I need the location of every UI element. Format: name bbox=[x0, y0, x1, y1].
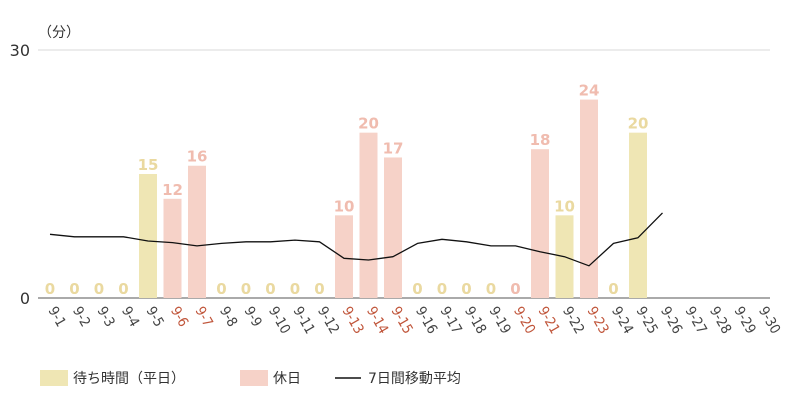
bar bbox=[384, 157, 402, 298]
value-label: 0 bbox=[69, 280, 79, 298]
y-tick-label: 0 bbox=[20, 289, 30, 308]
x-tick-label: 9-14 bbox=[363, 304, 391, 337]
value-label: 0 bbox=[510, 280, 520, 298]
x-tick-label: 9-25 bbox=[633, 304, 661, 337]
value-label: 20 bbox=[358, 115, 379, 133]
x-axis-ticks: 9-1 9-2 9-3 9-4 9-5 9-6 9-7 9-8 9-9 9-109-119-129… bbox=[45, 304, 784, 337]
y-tick-label: 30 bbox=[10, 41, 30, 60]
x-tick-label: 9-27 bbox=[682, 304, 710, 337]
x-tick-label: 9-17 bbox=[437, 304, 465, 337]
legend: 待ち時間（平日） 休日 7日間移動平均 bbox=[40, 370, 461, 387]
y-unit-label: （分） bbox=[38, 25, 80, 41]
value-label: 16 bbox=[187, 148, 208, 166]
bar bbox=[531, 149, 549, 298]
value-label: 12 bbox=[162, 181, 183, 199]
x-tick-label: 9-26 bbox=[657, 304, 685, 337]
x-tick-label: 9-21 bbox=[535, 304, 563, 337]
x-tick-label: 9-19 bbox=[486, 304, 514, 337]
x-tick-label: 9-5 bbox=[143, 304, 167, 330]
bar bbox=[335, 215, 353, 298]
x-tick-label: 9-6 bbox=[167, 304, 191, 330]
value-label: 0 bbox=[608, 280, 618, 298]
value-label: 0 bbox=[486, 280, 496, 298]
x-tick-label: 9-18 bbox=[461, 304, 489, 337]
legend-swatch bbox=[240, 370, 268, 386]
bar bbox=[629, 132, 647, 298]
x-tick-label: 9-9 bbox=[241, 304, 265, 330]
x-tick-label: 9-11 bbox=[290, 304, 318, 337]
value-label: 10 bbox=[554, 197, 575, 215]
x-tick-label: 9-1 bbox=[45, 304, 69, 330]
x-tick-label: 9-10 bbox=[265, 304, 293, 337]
x-tick-label: 9-16 bbox=[412, 304, 440, 337]
bar bbox=[188, 165, 206, 298]
y-axis-ticks: 0 30 bbox=[10, 41, 30, 308]
value-label: 0 bbox=[290, 280, 300, 298]
legend-label: 休日 bbox=[273, 371, 301, 387]
x-tick-label: 9-15 bbox=[388, 304, 416, 337]
value-label: 0 bbox=[94, 280, 104, 298]
legend-label: 7日間移動平均 bbox=[368, 371, 461, 387]
moving-average-line bbox=[49, 212, 663, 267]
bar bbox=[163, 198, 182, 298]
bar bbox=[580, 99, 598, 298]
x-tick-label: 9-28 bbox=[706, 304, 734, 337]
value-label: 20 bbox=[628, 115, 649, 133]
moving-average-layer bbox=[49, 212, 663, 267]
x-tick-label: 9-3 bbox=[94, 304, 118, 330]
value-label: 18 bbox=[530, 131, 551, 149]
value-label: 17 bbox=[383, 139, 404, 157]
x-tick-label: 9-8 bbox=[216, 304, 240, 330]
value-label: 15 bbox=[138, 156, 159, 174]
grid-layer bbox=[38, 49, 770, 299]
value-label: 0 bbox=[241, 280, 251, 298]
value-label: 0 bbox=[461, 280, 471, 298]
value-label: 0 bbox=[216, 280, 226, 298]
value-label: 10 bbox=[334, 197, 355, 215]
x-tick-label: 9-24 bbox=[608, 304, 636, 337]
value-label: 24 bbox=[579, 82, 600, 100]
value-label: 0 bbox=[437, 280, 447, 298]
value-label: 0 bbox=[265, 280, 275, 298]
x-tick-label: 9-23 bbox=[584, 304, 612, 337]
value-label: 0 bbox=[412, 280, 422, 298]
x-tick-label: 9-12 bbox=[314, 304, 342, 337]
x-tick-label: 9-20 bbox=[510, 304, 538, 337]
x-tick-label: 9-7 bbox=[192, 304, 216, 330]
x-tick-label: 9-29 bbox=[731, 304, 759, 337]
legend-label: 待ち時間（平日） bbox=[73, 371, 185, 387]
bar bbox=[359, 132, 378, 298]
x-tick-label: 9-30 bbox=[755, 304, 783, 337]
x-tick-label: 9-22 bbox=[559, 304, 587, 337]
value-label: 0 bbox=[45, 280, 55, 298]
bar bbox=[139, 174, 157, 298]
x-tick-label: 9-2 bbox=[69, 304, 93, 330]
x-tick-label: 9-13 bbox=[339, 304, 367, 337]
x-tick-label: 9-4 bbox=[118, 304, 142, 330]
value-label: 0 bbox=[118, 280, 128, 298]
value-label: 0 bbox=[314, 280, 324, 298]
legend-swatch bbox=[40, 370, 68, 386]
